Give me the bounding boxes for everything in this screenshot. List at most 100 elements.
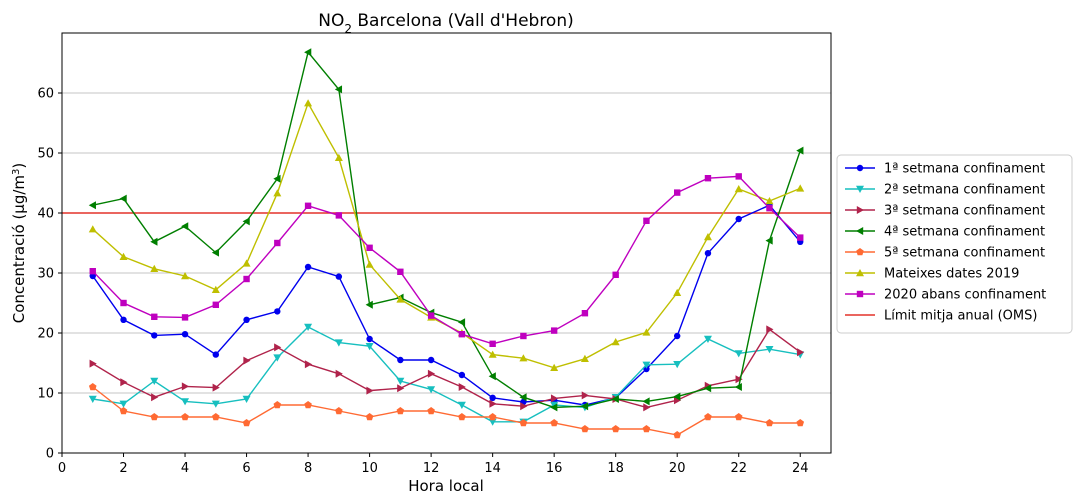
data-point	[673, 431, 681, 439]
data-point	[242, 259, 251, 267]
data-point	[304, 401, 312, 409]
data-point	[119, 400, 128, 408]
data-point	[550, 394, 559, 403]
data-point	[674, 332, 681, 340]
legend-label: Mateixes dates 2019	[884, 267, 1019, 282]
legend-item: 4ª setmana confinament	[845, 225, 1045, 240]
legend-item: 3ª setmana confinament	[845, 204, 1045, 219]
legend-label: 3ª setmana confinament	[884, 204, 1045, 219]
legend-marker	[856, 248, 864, 256]
data-point	[396, 377, 405, 385]
data-point	[334, 85, 343, 94]
data-point	[88, 383, 97, 391]
series-5	[88, 383, 805, 439]
legend-marker	[856, 206, 864, 214]
data-point	[243, 275, 250, 283]
x-axis: 0 2 4 6 8 10 12 14 16 18 20 22 24	[58, 453, 809, 476]
data-point	[274, 343, 282, 352]
data-point	[181, 314, 189, 321]
data-point	[181, 382, 190, 391]
y-tick-label: 0	[46, 447, 54, 462]
series-line	[92, 328, 801, 409]
data-point	[611, 395, 619, 403]
x-tick-label: 24	[792, 461, 809, 476]
data-point	[242, 217, 250, 226]
legend-marker	[856, 269, 864, 277]
data-point	[242, 395, 251, 403]
legend-item: 2ª setmana confinament	[845, 183, 1045, 198]
y-tick-label: 60	[37, 87, 54, 102]
data-point	[520, 332, 527, 340]
data-point	[120, 316, 127, 323]
x-axis-label: Hora local	[408, 477, 484, 495]
legend-frame	[836, 154, 1073, 334]
series-line	[92, 386, 801, 436]
data-point	[366, 244, 373, 251]
data-point	[703, 233, 712, 241]
data-point	[457, 318, 466, 327]
data-point	[458, 371, 466, 379]
data-point	[520, 402, 528, 411]
legend-label: 2ª setmana confinament	[884, 183, 1045, 198]
data-point	[488, 418, 497, 426]
data-point	[212, 413, 220, 421]
data-point	[120, 378, 128, 387]
data-point	[519, 419, 528, 427]
data-point	[274, 308, 281, 315]
data-point	[674, 189, 681, 196]
data-point	[550, 419, 558, 427]
data-point	[519, 393, 527, 402]
plot-area-frame	[61, 32, 832, 454]
data-point	[734, 383, 742, 391]
data-point	[611, 338, 620, 346]
data-point	[150, 377, 159, 385]
legend-item: 5ª setmana confinament	[845, 246, 1045, 261]
data-point	[397, 268, 404, 275]
data-point	[643, 403, 651, 412]
data-point	[642, 328, 651, 336]
data-point	[581, 391, 589, 400]
data-point	[211, 285, 220, 293]
data-point	[304, 360, 313, 369]
y-axis-label: Concentració (μg/m3)	[10, 163, 28, 324]
data-point	[211, 248, 219, 257]
x-tick-label: 16	[546, 461, 563, 476]
x-tick-label: 2	[119, 461, 127, 476]
data-point	[212, 301, 219, 308]
data-point	[427, 356, 435, 364]
data-point	[365, 413, 374, 421]
data-point	[335, 369, 343, 378]
data-point	[151, 332, 158, 339]
data-point	[150, 237, 158, 246]
data-point	[674, 396, 682, 405]
x-tick-label: 22	[730, 461, 747, 476]
data-point	[366, 335, 373, 343]
data-point	[335, 407, 343, 415]
data-point	[273, 401, 282, 409]
legend-item: Mateixes dates 2019	[845, 267, 1019, 282]
data-point	[181, 272, 190, 280]
data-point	[89, 268, 96, 275]
legend-marker	[856, 164, 864, 172]
data-point	[642, 397, 650, 406]
x-tick-label: 8	[304, 461, 312, 476]
x-tick-label: 6	[242, 461, 250, 476]
data-point	[703, 384, 712, 393]
data-point	[766, 205, 773, 212]
y-tick-label: 20	[37, 327, 54, 342]
data-point	[580, 354, 589, 362]
legend-label: 2020 abans confinament	[884, 288, 1046, 303]
data-point	[612, 271, 619, 278]
data-point	[488, 372, 496, 381]
data-point	[488, 350, 497, 358]
data-point	[151, 313, 158, 320]
x-tick-label: 0	[58, 461, 66, 476]
data-point	[334, 339, 343, 347]
data-point	[304, 99, 313, 107]
data-point	[458, 383, 466, 391]
data-point	[119, 252, 128, 260]
data-point	[489, 399, 497, 408]
data-point	[119, 407, 128, 415]
x-tick-label: 10	[361, 461, 378, 476]
